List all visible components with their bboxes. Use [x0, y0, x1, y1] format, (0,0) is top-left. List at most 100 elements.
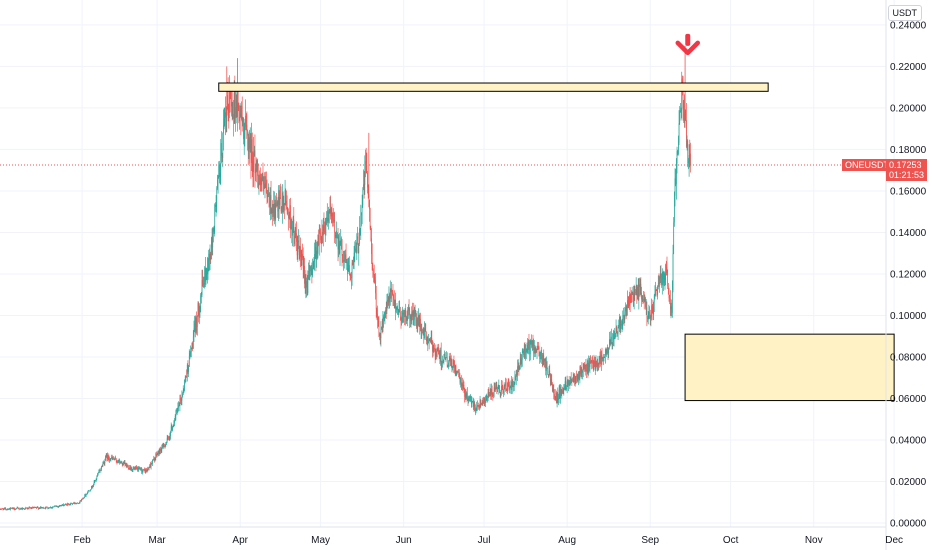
candle-body	[511, 381, 513, 391]
candle-body	[560, 387, 562, 394]
candle-body	[448, 360, 450, 363]
candle-body	[148, 467, 150, 469]
candle-body	[480, 399, 482, 406]
time-tick-label: Sep	[641, 535, 659, 546]
candle-body	[53, 506, 55, 507]
candle-body	[298, 240, 299, 243]
candle-body	[224, 117, 226, 119]
candle-body	[373, 273, 374, 275]
candle-body	[152, 460, 154, 461]
candle-body	[284, 203, 285, 206]
candle-body	[302, 253, 303, 258]
candle-body	[610, 336, 612, 344]
candle-body	[624, 311, 626, 320]
candle-body	[301, 253, 303, 266]
candle-body	[441, 363, 443, 364]
candle-body	[354, 248, 356, 253]
candle-body	[357, 236, 358, 240]
candle-body	[95, 478, 97, 481]
candle-body	[160, 449, 161, 451]
candle-body	[176, 408, 178, 410]
currency-unit-badge[interactable]: USDT	[887, 5, 922, 21]
candle-body	[654, 295, 656, 296]
candle-body	[135, 467, 137, 469]
candle-body	[658, 283, 660, 284]
candle-body	[191, 342, 193, 350]
candle-body	[185, 376, 187, 377]
candle-body	[265, 182, 267, 184]
candle-body	[401, 314, 403, 322]
candle-body	[384, 317, 386, 319]
candle-body	[217, 177, 219, 180]
candle-body	[24, 509, 25, 510]
candle-body	[81, 499, 82, 502]
candle-body	[484, 398, 486, 404]
candle-body	[164, 444, 166, 448]
candle-body	[20, 508, 22, 509]
candle-body	[221, 155, 223, 158]
candle-body	[111, 456, 113, 459]
candle-body	[43, 508, 45, 509]
candle-body	[82, 498, 84, 500]
drawn-zones[interactable]	[218, 82, 895, 402]
candle-body	[228, 110, 230, 113]
candle-body	[0, 509, 2, 510]
candle-body	[232, 114, 234, 115]
candle-body	[493, 387, 495, 396]
candle-body	[17, 507, 19, 509]
candle-body	[598, 360, 600, 366]
price-tick-label: 0.12000	[890, 269, 927, 280]
candle-body	[473, 400, 474, 407]
candle-body	[546, 361, 548, 369]
candle-body	[452, 365, 453, 369]
candle-body	[133, 468, 135, 470]
candle-body	[650, 317, 652, 319]
candle-body	[664, 274, 666, 281]
candle-body	[394, 299, 396, 309]
candle-body	[34, 507, 35, 508]
candle-body	[270, 195, 272, 214]
candle-body	[518, 365, 520, 370]
candle-body	[134, 468, 136, 469]
candle-body	[524, 344, 526, 351]
candle-body	[69, 504, 71, 506]
candle-body	[655, 289, 656, 296]
candle-body	[539, 356, 541, 360]
candle-body	[308, 270, 310, 272]
candle-body	[347, 268, 349, 271]
candle-body	[79, 502, 80, 504]
candle-body	[653, 295, 655, 303]
candle-body	[635, 292, 636, 294]
candle-body	[16, 507, 18, 509]
candle-body	[387, 300, 388, 301]
candle-body	[637, 286, 639, 300]
candle-body	[206, 267, 208, 269]
candle-body	[23, 508, 25, 510]
candle-body	[142, 470, 144, 471]
candle-body	[253, 152, 254, 172]
price-axis[interactable]: 0.24000 0.22000 0.20000 0.18000 0.16000 0.140…	[890, 20, 927, 529]
candle-body	[204, 267, 206, 284]
candle-body	[8, 508, 10, 510]
candle-body	[75, 503, 76, 504]
candle-body	[14, 508, 15, 510]
candle-body	[601, 354, 603, 359]
candle-body	[661, 279, 663, 284]
candle-body	[460, 377, 462, 386]
candle-body	[318, 234, 319, 245]
candle-body	[257, 175, 259, 187]
candle-body	[231, 102, 233, 115]
candle-body	[0, 509, 1, 510]
candle-body	[645, 298, 646, 308]
candle-body	[131, 468, 133, 471]
time-axis[interactable]: Feb Mar Apr May Jun Jul Aug Sep Oct Nov Dec	[73, 535, 903, 546]
candle-body	[6, 509, 8, 510]
candle-body	[378, 320, 380, 336]
candle-body	[381, 326, 383, 332]
candle-body	[40, 506, 42, 508]
candle-body	[306, 281, 307, 288]
candle-body	[296, 241, 298, 256]
candle-body	[103, 462, 104, 464]
candle-body	[337, 234, 338, 237]
